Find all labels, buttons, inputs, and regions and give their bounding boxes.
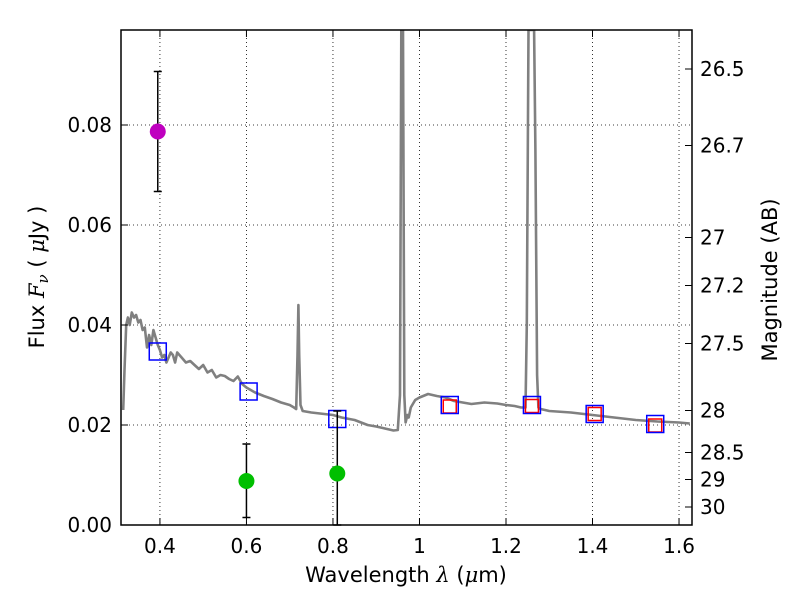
y-tick-label: 0.08: [67, 113, 112, 137]
observed-band-square: [239, 382, 258, 401]
tick-layer: 0.4 0.6 0.8 1 1.2 1.4 1.6 0.00 0.02 0.04 0.06 0.08 2…: [67, 30, 745, 558]
y2-tick-label: 26.7: [700, 134, 745, 158]
x-tick-label: 1.4: [577, 534, 609, 558]
y2-tick-label: 29: [700, 468, 725, 492]
model-band-square: [587, 406, 602, 422]
detection-point: [329, 465, 346, 482]
y-tick-label: 0.04: [67, 313, 112, 337]
y-tick-label: 0.00: [67, 513, 112, 537]
y-tick-label: 0.06: [67, 213, 112, 237]
series-layer: [121, 30, 690, 432]
marker-layer: [148, 70, 665, 526]
observed-band-square: [522, 395, 542, 415]
spectrum-line: [121, 30, 690, 432]
plot-frame: [120, 29, 693, 526]
detection-point: [238, 473, 255, 489]
y2-tick-label: 27: [700, 226, 725, 250]
x-tick-label: 1: [413, 534, 426, 558]
x-tick-label: 0.4: [144, 534, 176, 558]
model-band-square: [524, 398, 540, 414]
observed-band-square: [645, 414, 665, 434]
y2-tick-label: 26.5: [700, 57, 745, 81]
y-axis-label: Flux Fν ( μJy ): [25, 206, 52, 349]
observed-band-square: [585, 404, 604, 424]
y2-tick-label: 27.5: [700, 332, 745, 356]
y2-tick-label: 28.5: [700, 441, 745, 465]
x-tick-label: 1.6: [663, 534, 695, 558]
x-axis-label: Wavelength λ (μm): [305, 563, 507, 587]
observed-band-square: [148, 342, 168, 361]
y2-tick-label: 30: [700, 495, 725, 519]
observed-band-square: [440, 395, 460, 415]
x-tick-label: 1.2: [490, 534, 522, 558]
y-tick-label: 0.02: [67, 413, 112, 437]
x-tick-label: 0.6: [231, 534, 263, 558]
y2-tick-label: 27.2: [700, 274, 745, 298]
y2-axis-label: Magnitude (AB): [758, 198, 782, 361]
x-tick-label: 0.8: [317, 534, 349, 558]
detection-point: [149, 123, 166, 140]
y2-tick-label: 28: [700, 399, 725, 423]
grid-layer: [121, 30, 692, 526]
